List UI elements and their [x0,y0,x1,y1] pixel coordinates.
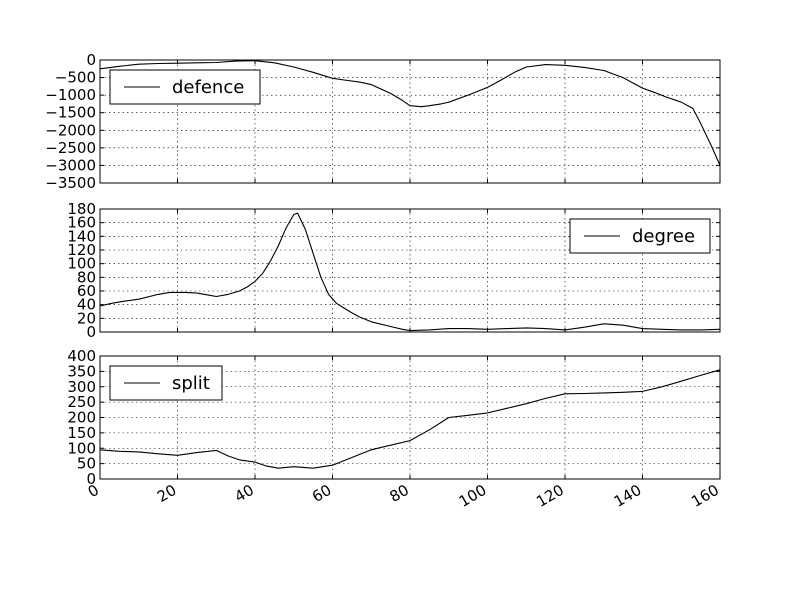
y-tick-label: 400 [67,347,96,365]
y-tick-label: 0 [86,51,96,69]
y-tick-label: 60 [77,282,96,300]
legend-label: defence [172,77,244,98]
y-tick-label: 120 [67,241,96,259]
x-tick-label: 60 [309,481,335,506]
y-tick-label: 160 [67,214,96,232]
y-tick-label: 0 [86,470,96,488]
y-tick-label: −500 [55,69,96,87]
y-tick-label: −1000 [45,86,96,104]
y-tick-label: −1500 [45,104,96,122]
series-line-split [99,369,721,469]
y-tick-label: 250 [67,393,96,411]
series-line-degree [99,212,721,332]
series-line-defence [99,60,721,166]
y-tick-label: 300 [67,378,96,396]
legend: split [109,365,223,401]
legend: defence [109,69,261,105]
y-tick-label: 80 [77,268,96,286]
x-tick-label: 140 [611,481,645,511]
x-tick-label: 80 [386,481,412,506]
y-tick-label: 100 [67,255,96,273]
y-tick-label: 180 [67,200,96,218]
y-tick-label: 350 [67,362,96,380]
axes-frame [99,59,721,184]
y-tick-label: −2000 [45,121,96,139]
legend-label: degree [632,226,695,247]
y-tick-label: −2500 [45,139,96,157]
y-tick-label: −3500 [45,174,96,192]
y-tick-label: 40 [77,296,96,314]
legend-label: split [172,373,210,394]
x-tick-label: 20 [154,481,180,506]
subplot-3: 0 20 40 60 80 100 120 140 1600501001502002503003… [67,347,722,511]
y-tick-label: −3000 [45,156,96,174]
x-tick-label: 120 [533,481,567,511]
y-tick-label: 50 [77,455,96,473]
x-tick-label: 160 [688,481,722,511]
y-tick-label: 0 [86,323,96,341]
y-tick-label: 20 [77,309,96,327]
axes-frame [99,355,721,480]
y-tick-label: 200 [67,409,96,427]
x-tick-label: 40 [231,481,257,506]
y-tick-label: 150 [67,424,96,442]
y-tick-label: 140 [67,227,96,245]
y-tick-label: 100 [67,439,96,457]
legend: degree [569,218,711,254]
x-tick-label: 100 [456,481,490,511]
axes-frame [99,208,721,333]
